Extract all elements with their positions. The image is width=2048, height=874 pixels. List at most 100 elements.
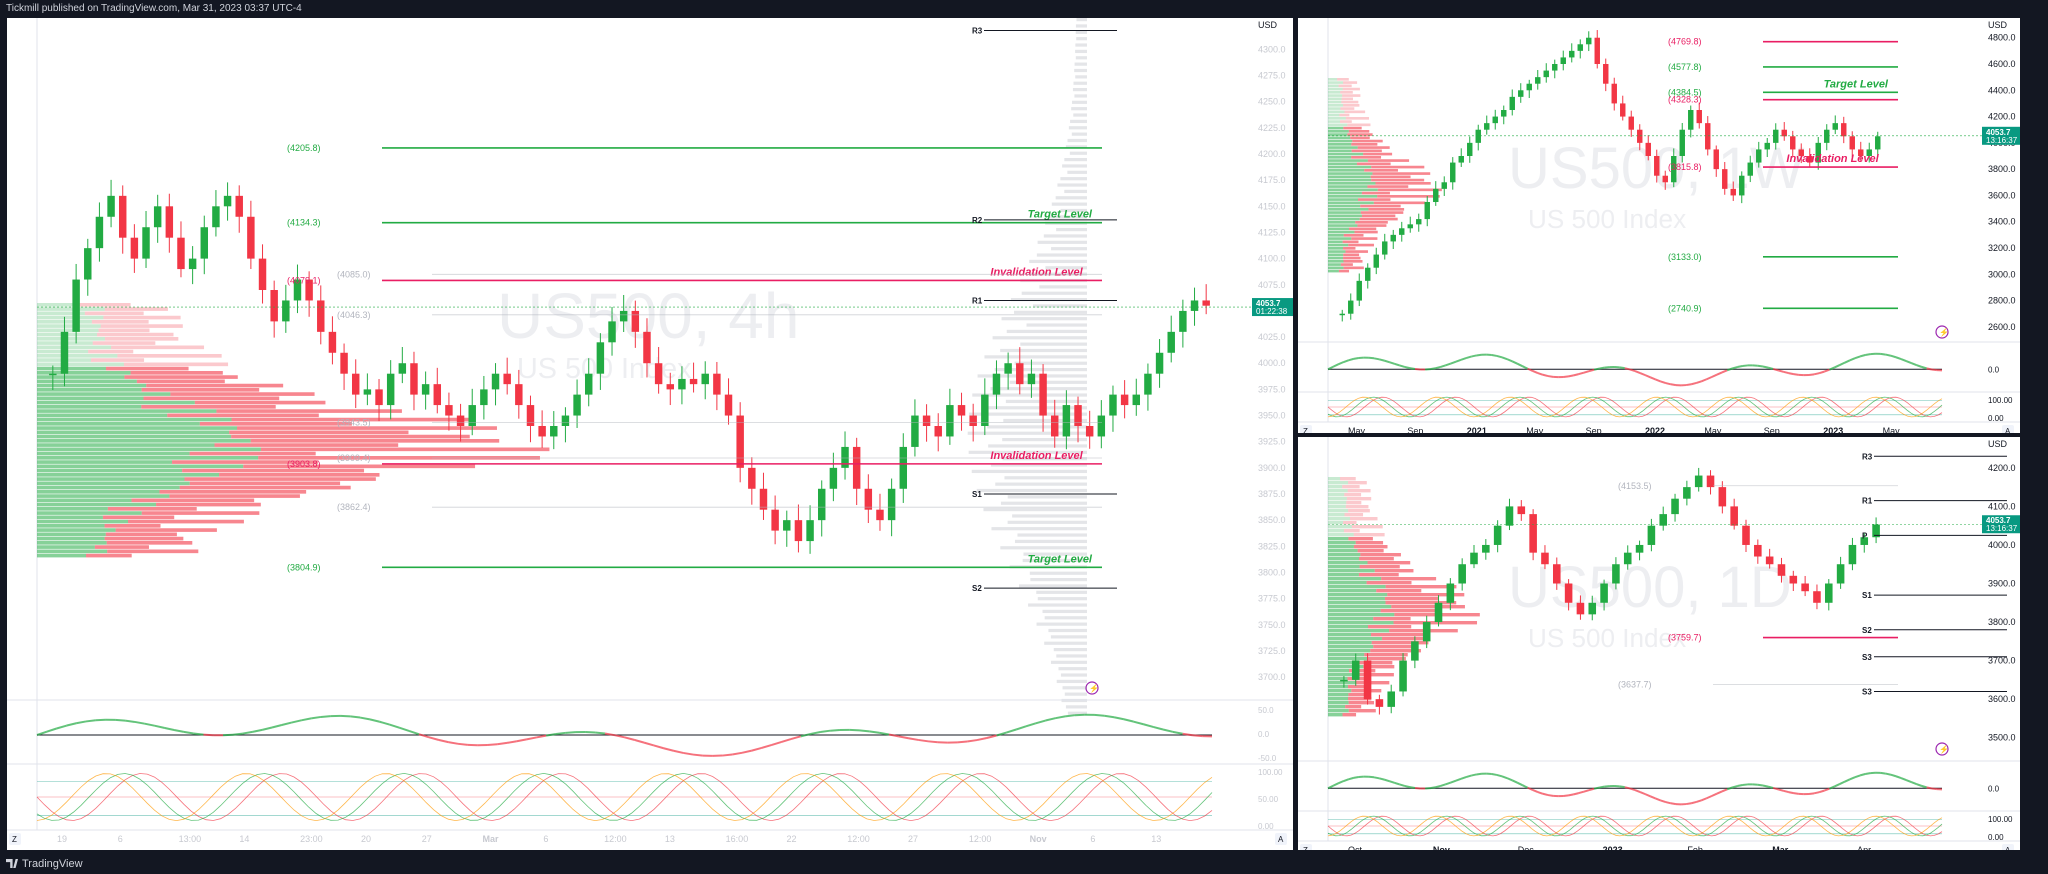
volume-profile-bar-down [1372, 172, 1431, 175]
auto-scale-icon [2002, 425, 2014, 433]
oscillator-segment [1701, 378, 1708, 383]
pivot-label: S2 [972, 584, 982, 593]
candle-body [1339, 313, 1345, 316]
time-axis-tick: Nov [1030, 834, 1047, 844]
candle-body [817, 488, 826, 521]
session-volume-bar [1030, 578, 1087, 582]
volume-profile-bar-up [1328, 637, 1382, 641]
volume-profile-bar-up [1328, 613, 1395, 617]
oscillator-segment [1332, 363, 1339, 368]
volume-profile-bar-up [1328, 250, 1346, 253]
oscillator-segment [1430, 367, 1436, 371]
time-axis-tick: Sep [1407, 426, 1423, 433]
volume-profile-bar-down [1342, 94, 1361, 97]
volume-profile-bar-down [1343, 521, 1357, 525]
candle-body [1416, 219, 1422, 225]
volume-profile-bar-down [77, 303, 131, 307]
candle-body [1493, 525, 1502, 545]
candle-body [1781, 129, 1787, 137]
volume-profile-bar-up [1328, 172, 1373, 175]
oscillator-segment [1823, 368, 1830, 373]
oscillator-segment [1854, 355, 1861, 360]
oscillator-segment [1573, 792, 1579, 796]
oscillator-segment [1686, 383, 1692, 387]
volume-profile-bar-up [1328, 165, 1372, 169]
oscillator-line [1327, 396, 1943, 418]
volume-profile-bar-up [1328, 211, 1361, 214]
oscillator-segment [1859, 773, 1866, 777]
session-volume-bar [1007, 495, 1087, 499]
oscillator-segment [859, 729, 870, 733]
volume-profile-bar-down [85, 553, 132, 558]
volume-profile-bar-down [1354, 230, 1378, 234]
level-value-label: (3943.5) [337, 417, 371, 427]
volume-profile-bar-up [37, 379, 137, 384]
oscillator-segment [1568, 793, 1574, 797]
volume-profile-bar-down [1358, 573, 1399, 577]
volume-profile-bar-up [1328, 91, 1341, 94]
time-axis-tick: 16:00 [726, 834, 749, 844]
oscillator-segment [1337, 780, 1344, 785]
oscillator-segment [1055, 715, 1066, 720]
oscillator-segment [1450, 360, 1457, 365]
volume-profile-bar-down [1348, 693, 1370, 697]
volume-profile-bar-up [1328, 117, 1346, 120]
chart-weekly-svg[interactable]: USD4800.04600.04400.04200.04000.03800.03… [1298, 18, 2020, 433]
volume-profile-bar-up [37, 456, 259, 460]
chart-pane-daily[interactable]: USD 4200.0 4100.0 4000.0 3900.0 3800.0 3700.0 3… [1298, 437, 2020, 850]
volume-profile-bar-up [37, 430, 230, 435]
oscillator-segment [242, 730, 253, 735]
volume-profile-bar-down [1359, 673, 1394, 677]
session-volume-bar [995, 482, 1087, 486]
time-axis-tick: 13 [665, 834, 675, 844]
volume-profile-bar-up [37, 515, 103, 520]
candle-body [1824, 583, 1833, 603]
oscillator-segment [820, 729, 831, 734]
oscillator-segment [1501, 356, 1508, 361]
oscillator-segment [1182, 732, 1193, 737]
volume-profile-bar-up [37, 507, 108, 511]
oscillator-segment [1900, 777, 1907, 781]
candle-body [142, 227, 150, 259]
volume-profile-bar-down [92, 341, 156, 345]
volume-profile-bar-up [1328, 247, 1344, 250]
oscillator-segment [830, 728, 840, 732]
chart-daily-svg[interactable]: USD 4200.0 4100.0 4000.0 3900.0 3800.0 3700.0 3… [1298, 437, 2020, 850]
price-axis-tick: 3900.0 [1988, 579, 2016, 589]
volume-profile-bar-up [1328, 234, 1344, 237]
oscillator-segment [1604, 785, 1610, 788]
volume-profile-bar-up [37, 345, 112, 350]
time-axis-tick: 12:00 [604, 834, 627, 844]
volume-profile-bar-up [37, 485, 180, 490]
session-volume-bar [1072, 100, 1087, 104]
candle-body [1756, 149, 1762, 163]
oscillator-segment [692, 753, 703, 757]
session-volume-bar [1058, 667, 1087, 671]
volume-profile-bar-up [1328, 78, 1338, 81]
oscillator-segment [1460, 357, 1467, 361]
oscillator-segment [1476, 772, 1482, 776]
time-axis-tick: 13:00 [179, 834, 202, 844]
candle-body [643, 331, 651, 364]
volume-profile-bar-down [117, 354, 222, 358]
oscillator-segment [565, 731, 576, 734]
oscillator-segment [1624, 786, 1631, 790]
level-value-label: (4134.3) [287, 218, 321, 228]
session-volume-bar [1062, 164, 1087, 168]
session-volume-bar [1029, 571, 1087, 575]
oscillator-segment [1435, 784, 1441, 789]
oscillator-segment [1343, 778, 1349, 783]
price-axis-tick: 4300.0 [1258, 44, 1286, 54]
oscillator-segment [1726, 786, 1733, 791]
volume-profile-bar-up [1328, 214, 1362, 218]
volume-profile-bar-up [37, 468, 183, 473]
candle-body [736, 415, 744, 468]
volume-profile-bar-down [1366, 581, 1412, 585]
volume-profile-bar-down [1343, 126, 1362, 130]
chart-4h-svg[interactable]: USD 4300.0 4275.0 4250.0 4225.0 4200.0 4175.0 4… [7, 18, 1293, 850]
session-volume-bar [1006, 329, 1087, 334]
chart-pane-weekly[interactable]: USD4800.04600.04400.04200.04000.03800.03… [1298, 18, 2020, 433]
oscillator-segment [898, 735, 909, 740]
chart-pane-4h[interactable]: USD 4300.0 4275.0 4250.0 4225.0 4200.0 4175.0 4… [7, 18, 1293, 850]
oscillator-segment [222, 733, 233, 737]
